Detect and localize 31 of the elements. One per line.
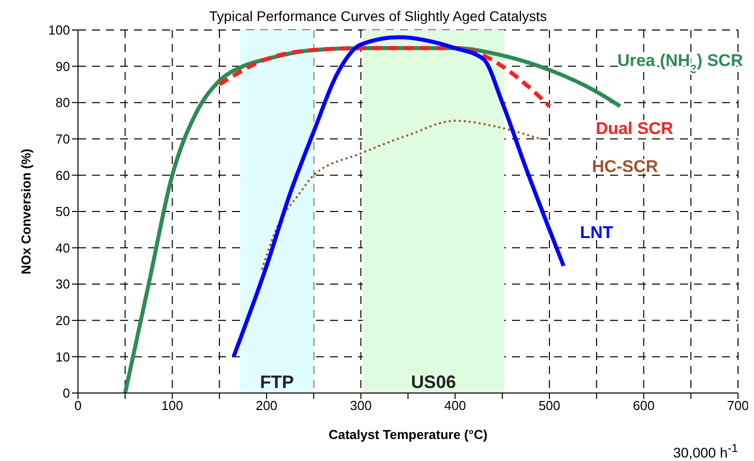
y-tick-label: 100 bbox=[48, 22, 70, 38]
x-tick-label: 300 bbox=[350, 398, 372, 414]
text: HC-SCR bbox=[592, 156, 658, 176]
x-axis-title: Catalyst Temperature (°C) bbox=[328, 427, 488, 442]
line-series bbox=[260, 120, 541, 271]
x-tick-label: 700 bbox=[727, 398, 749, 414]
y-tick-label: 30 bbox=[56, 276, 70, 292]
text: Dual SCR bbox=[596, 119, 674, 138]
x-tick-label: 600 bbox=[632, 398, 655, 414]
y-tick-label: 0 bbox=[62, 386, 70, 401]
text: 30,000 h$^{-1}$ bbox=[673, 442, 738, 461]
y-tick-label: 10 bbox=[56, 349, 70, 364]
y-tick-label: 60 bbox=[56, 168, 70, 183]
y-tick-label: 20 bbox=[56, 313, 70, 328]
x-tick-label: 400 bbox=[444, 398, 466, 414]
y-tick-label: 40 bbox=[56, 240, 70, 256]
y-axis-title: NOx Conversion (%) bbox=[18, 148, 34, 274]
band-label: FTP bbox=[260, 372, 294, 392]
band-label: US06 bbox=[410, 372, 456, 392]
line-series bbox=[217, 46, 552, 108]
x-tick-label: 500 bbox=[538, 398, 560, 414]
x-tick-label: 100 bbox=[161, 398, 184, 414]
y-tick-label: 70 bbox=[56, 132, 70, 147]
x-tick-label: 0 bbox=[74, 398, 82, 414]
line-series bbox=[232, 35, 566, 359]
y-tick-label: 50 bbox=[56, 204, 70, 220]
series-label: LNT bbox=[580, 222, 614, 242]
y-tick-label: 80 bbox=[56, 95, 70, 110]
y-tick-label: 90 bbox=[56, 58, 70, 74]
chart-title: Typical Performance Curves of Slightly Aged Catalysts bbox=[208, 8, 548, 24]
x-tick-label: 200 bbox=[256, 398, 278, 414]
